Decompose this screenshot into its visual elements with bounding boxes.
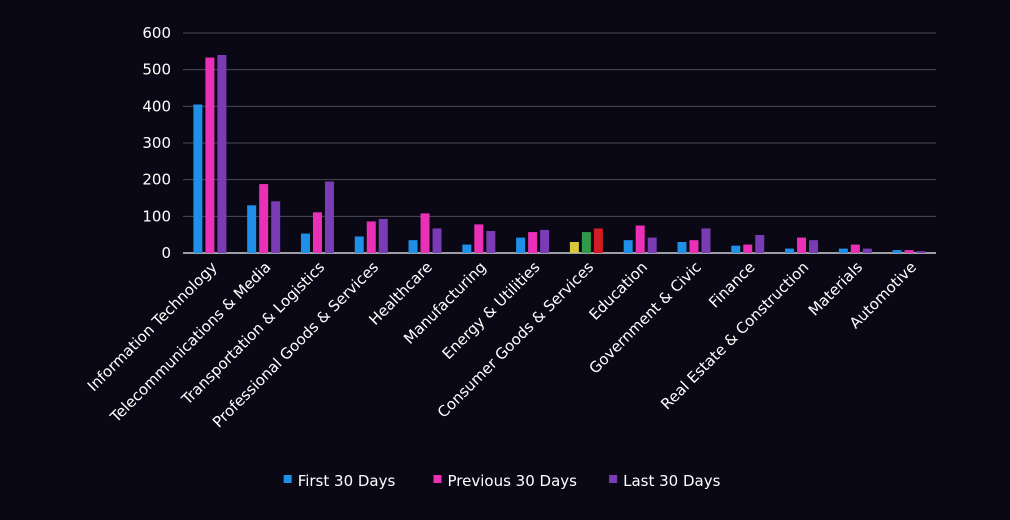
bar bbox=[354, 236, 364, 253]
bar bbox=[755, 235, 765, 253]
bar bbox=[312, 212, 322, 253]
gridlines bbox=[183, 32, 936, 254]
legend-item: First 30 Days bbox=[283, 472, 396, 490]
bar bbox=[647, 237, 657, 253]
bar bbox=[540, 229, 550, 253]
bar bbox=[474, 224, 484, 253]
bar bbox=[731, 245, 741, 253]
bar bbox=[378, 218, 388, 253]
bar bbox=[623, 240, 633, 253]
bars bbox=[193, 55, 926, 253]
bar bbox=[701, 228, 711, 253]
bar bbox=[324, 181, 334, 253]
legend-label: Previous 30 Days bbox=[448, 472, 578, 490]
y-tick-label: 600 bbox=[142, 24, 171, 42]
bar bbox=[462, 244, 472, 253]
legend-swatch bbox=[283, 475, 292, 483]
bar bbox=[217, 55, 227, 253]
y-tick-label: 300 bbox=[142, 134, 171, 152]
x-axis-labels: Information TechnologyTelecommunications… bbox=[84, 258, 920, 431]
x-tick-label: Finance bbox=[705, 258, 758, 311]
bar bbox=[205, 57, 215, 253]
bar bbox=[677, 242, 687, 253]
bar bbox=[432, 228, 442, 253]
bar bbox=[838, 248, 848, 253]
legend-label: First 30 Days bbox=[298, 472, 396, 490]
bar bbox=[569, 242, 579, 253]
legend-item: Last 30 Days bbox=[609, 472, 721, 490]
bar bbox=[593, 228, 603, 253]
bar bbox=[259, 184, 269, 253]
x-tick-label: Energy & Utilities bbox=[439, 258, 544, 363]
bar bbox=[916, 251, 926, 253]
bar bbox=[528, 232, 538, 253]
bar bbox=[689, 240, 699, 253]
bar bbox=[797, 237, 807, 253]
bar bbox=[193, 104, 203, 253]
bar bbox=[785, 248, 795, 253]
y-tick-label: 400 bbox=[142, 97, 171, 115]
bar bbox=[635, 225, 645, 253]
bar bbox=[408, 240, 418, 253]
bar bbox=[809, 240, 819, 253]
bar bbox=[271, 201, 281, 253]
bar bbox=[420, 213, 430, 253]
bar bbox=[247, 205, 257, 253]
bar bbox=[581, 232, 591, 253]
bar bbox=[516, 237, 526, 253]
bar bbox=[850, 244, 860, 253]
legend: First 30 Days Previous 30 Days Last 30 Day… bbox=[283, 472, 721, 490]
y-tick-label: 100 bbox=[142, 207, 171, 225]
bar bbox=[300, 233, 310, 253]
bar bbox=[486, 231, 496, 253]
bar bbox=[862, 248, 872, 253]
bar bbox=[366, 221, 376, 253]
y-tick-label: 0 bbox=[161, 244, 171, 262]
y-tick-label: 500 bbox=[142, 61, 171, 79]
bar bbox=[892, 250, 902, 253]
y-tick-label: 200 bbox=[142, 171, 171, 189]
bar bbox=[904, 250, 914, 253]
legend-swatch bbox=[433, 475, 442, 483]
bar bbox=[743, 244, 753, 253]
legend-item: Previous 30 Days bbox=[433, 472, 578, 490]
legend-label: Last 30 Days bbox=[623, 472, 720, 490]
legend-swatch bbox=[609, 475, 618, 483]
y-axis-ticks: 0 100 200 300 400 500 600 bbox=[142, 24, 171, 262]
